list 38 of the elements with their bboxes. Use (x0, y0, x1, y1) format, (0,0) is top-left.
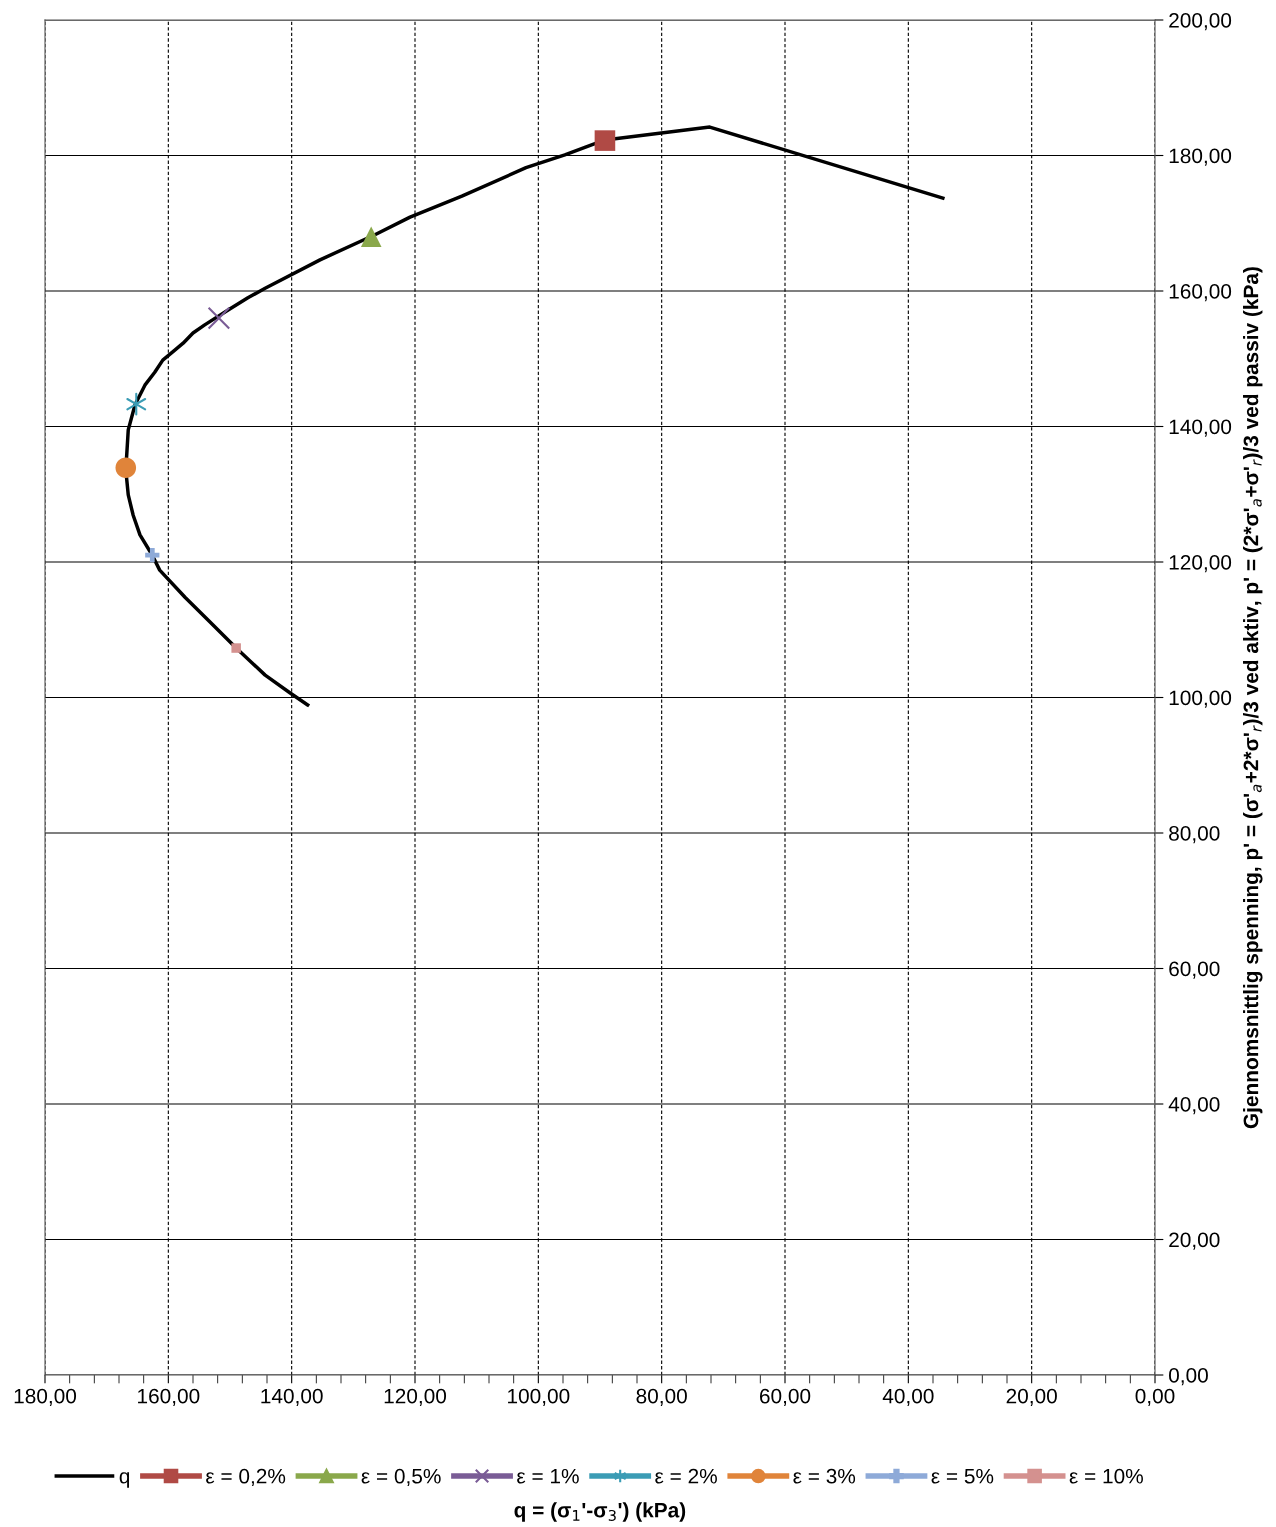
y-tick-label: 200,00 (1169, 13, 1232, 31)
point (360, 226, 382, 248)
point (115, 457, 137, 479)
legend-label: ε = 3% (793, 1468, 856, 1484)
legend-label: ε = 1% (517, 1468, 579, 1484)
y-tick-label: 40,00 (1168, 1097, 1220, 1115)
legend-label: ε = 0,2% (206, 1468, 286, 1487)
y-tick-label: 20,00 (1169, 1232, 1220, 1250)
x-tick-label: 180,00 (14, 1388, 77, 1406)
y-tick-label: 120,00 (1169, 555, 1232, 573)
legend-label: ε = 2% (655, 1468, 717, 1484)
point (594, 130, 616, 151)
point (207, 306, 231, 330)
y-tick-label: 140,00 (1169, 419, 1232, 437)
text: Gjennomsnittlig spenning, p' = (σ'$_{a}$+2*σ'$_{r}$)/3 ved aktiv, p' = (2*σ'$_{a}$+σ'$_{r}$)/3 ved passiv (kPa) (1243, 267, 1263, 1129)
x-tick-label: 140,00 (261, 1388, 323, 1406)
y-tick-label: 80,00 (1169, 826, 1220, 844)
x-tick-label: 60,00 (759, 1388, 811, 1406)
legend-label: ε = 5% (931, 1468, 994, 1484)
x-axis-title: q = (σ$_{1}$'-σ$_{3}$') (kPa) (514, 1502, 686, 1522)
legend-label: ε = 10% (1069, 1468, 1143, 1484)
point (126, 392, 147, 416)
x-tick-label: 100,00 (508, 1388, 570, 1406)
x-tick-label: 80,00 (636, 1388, 687, 1406)
point (145, 548, 160, 563)
x-tick-label: 0,00 (1135, 1388, 1175, 1406)
y-tick-label: 100,00 (1169, 690, 1232, 708)
y-tick-label: 160,00 (1169, 284, 1232, 302)
y-tick-label: 180,00 (1169, 148, 1232, 166)
x-tick-label: 160,00 (138, 1388, 200, 1406)
y-tick-label: 60,00 (1169, 961, 1220, 979)
point (231, 643, 241, 653)
x-tick-label: 40,00 (882, 1388, 934, 1406)
legend-label: q (119, 1472, 130, 1488)
x-tick-label: 20,00 (1006, 1388, 1057, 1406)
y-tick-label: 0,00 (1169, 1368, 1208, 1386)
legend-label: ε = 0,5% (361, 1468, 441, 1487)
x-tick-label: 120,00 (384, 1388, 447, 1406)
